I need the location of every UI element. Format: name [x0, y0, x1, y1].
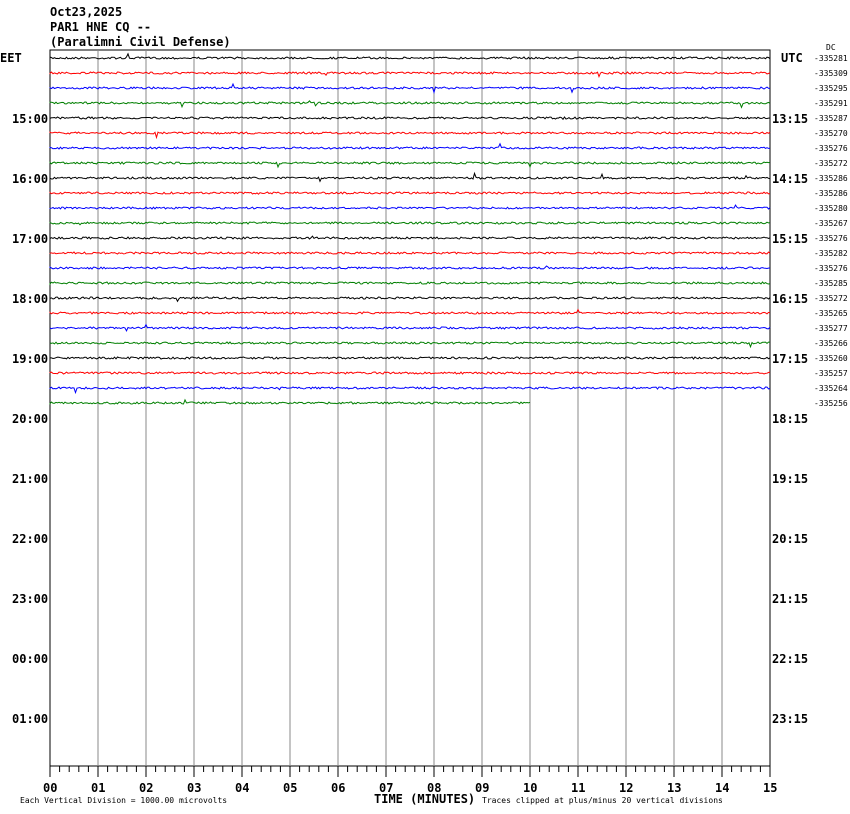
clip-note: Traces clipped at plus/minus 20 vertical…: [482, 796, 723, 805]
seismic-trace: [49, 308, 771, 315]
right-hour-label: 15:15: [772, 232, 808, 246]
x-axis-label: TIME (MINUTES): [374, 792, 475, 806]
seismic-trace: [49, 116, 771, 121]
x-tick-label: 02: [139, 781, 153, 795]
dc-offset-label: -335285: [814, 279, 848, 288]
dc-offset-label: -335287: [814, 114, 848, 123]
seismic-trace: [49, 191, 771, 195]
left-hour-label: 21:00: [12, 472, 48, 486]
right-hour-label: 17:15: [772, 352, 808, 366]
left-hour-label: 15:00: [12, 112, 48, 126]
x-tick-label: 06: [331, 781, 345, 795]
seismic-trace: [49, 323, 771, 333]
plot-frame: [49, 49, 771, 767]
dc-offset-label: -335272: [814, 159, 848, 168]
seismic-trace: [49, 386, 771, 395]
dc-offset-label: -335256: [814, 399, 848, 408]
x-tick-label: 14: [715, 781, 729, 795]
seismic-trace: [49, 341, 770, 349]
x-tick-label: 08: [427, 781, 441, 795]
dc-offset-label: -335291: [814, 99, 848, 108]
left-hour-label: 16:00: [12, 172, 48, 186]
dc-offset-label: -335277: [814, 324, 848, 333]
dc-label: DC: [826, 43, 836, 52]
left-hour-label: 22:00: [12, 532, 48, 546]
seismic-trace: [49, 371, 771, 375]
scale-note: Each Vertical Division = 1000.00 microvo…: [20, 796, 227, 805]
left-timezone-label: EET: [0, 51, 22, 65]
right-hour-label: 20:15: [772, 532, 808, 546]
right-hour-label: 23:15: [772, 712, 808, 726]
dc-offset-label: -335265: [814, 309, 848, 318]
dc-offset-label: -335260: [814, 354, 848, 363]
x-tick-label: 03: [187, 781, 201, 795]
dc-offset-label: -335264: [814, 384, 848, 393]
right-hour-label: 21:15: [772, 592, 808, 606]
dc-offset-label: -335276: [814, 144, 848, 153]
x-tick-label: 13: [667, 781, 681, 795]
left-hour-label: 18:00: [12, 292, 48, 306]
right-hour-label: 19:15: [772, 472, 808, 486]
seismic-trace: [49, 221, 771, 226]
x-tick-label: 15: [763, 781, 777, 795]
right-hour-label: 16:15: [772, 292, 808, 306]
seismic-trace: [49, 82, 771, 95]
seismic-trace: [49, 265, 771, 270]
left-hour-label: 00:00: [12, 652, 48, 666]
seismic-trace: [49, 71, 771, 78]
dc-offset-label: -335295: [814, 84, 848, 93]
seismic-trace: [49, 161, 771, 169]
x-tick-label: 05: [283, 781, 297, 795]
network-label: (Paralimni Civil Defense): [50, 35, 231, 49]
dc-offset-label: -335309: [814, 69, 848, 78]
dc-offset-label: -335276: [814, 234, 848, 243]
left-hour-label: 01:00: [12, 712, 48, 726]
seismic-trace: [49, 204, 771, 210]
x-tick-label: 09: [475, 781, 489, 795]
dc-offset-label: -335276: [814, 264, 848, 273]
dc-offset-label: -335272: [814, 294, 848, 303]
dc-offset-label: -335286: [814, 189, 848, 198]
right-hour-label: 22:15: [772, 652, 808, 666]
left-hour-label: 17:00: [12, 232, 48, 246]
seismic-trace: [49, 131, 771, 140]
dc-offset-label: -335282: [814, 249, 848, 258]
left-hour-label: 19:00: [12, 352, 48, 366]
seismic-trace: [49, 142, 771, 150]
right-hour-label: 13:15: [772, 112, 808, 126]
dc-offset-label: -335270: [814, 129, 848, 138]
seismic-trace: [49, 52, 771, 60]
seismic-trace: [49, 235, 771, 240]
seismic-trace: [49, 251, 771, 255]
x-tick-label: 07: [379, 781, 393, 795]
dc-offset-label: -335266: [814, 339, 848, 348]
seismic-trace: [49, 296, 771, 303]
dc-offset-label: -335280: [814, 204, 848, 213]
x-tick-label: 00: [43, 781, 57, 795]
x-tick-label: 11: [571, 781, 585, 795]
dc-offset-label: -335286: [814, 174, 848, 183]
dc-offset-label: -335267: [814, 219, 848, 228]
left-hour-label: 23:00: [12, 592, 48, 606]
seismic-trace: [49, 356, 771, 360]
right-hour-label: 14:15: [772, 172, 808, 186]
seismic-trace: [49, 100, 771, 109]
dc-offset-label: -335257: [814, 369, 848, 378]
seismic-trace: [49, 171, 771, 183]
x-tick-label: 04: [235, 781, 249, 795]
date-label: Oct23,2025: [50, 5, 122, 19]
x-tick-label: 12: [619, 781, 633, 795]
right-timezone-label: UTC: [781, 51, 803, 65]
left-hour-label: 20:00: [12, 412, 48, 426]
right-hour-label: 18:15: [772, 412, 808, 426]
dc-offset-label: -335281: [814, 54, 848, 63]
x-tick-label: 10: [523, 781, 537, 795]
seismic-trace: [49, 281, 771, 286]
station-label: PAR1 HNE CQ --: [50, 20, 151, 34]
x-tick-label: 01: [91, 781, 105, 795]
seismic-trace: [49, 398, 531, 405]
